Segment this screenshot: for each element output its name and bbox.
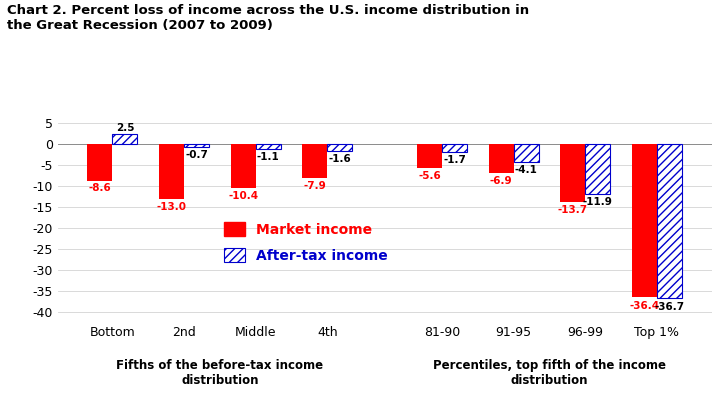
- Bar: [442, 144, 467, 152]
- Text: -36.4: -36.4: [629, 301, 659, 311]
- Text: -1.6: -1.6: [329, 154, 352, 164]
- Bar: [87, 144, 112, 180]
- Bar: [657, 144, 682, 298]
- Text: 2.5: 2.5: [116, 123, 134, 133]
- Text: Chart 2. Percent loss of income across the U.S. income distribution in
the Great: Chart 2. Percent loss of income across t…: [7, 4, 529, 32]
- Text: -5.6: -5.6: [418, 171, 441, 181]
- Bar: [417, 144, 442, 168]
- Bar: [231, 144, 256, 188]
- Bar: [159, 144, 184, 199]
- Bar: [184, 144, 209, 148]
- Bar: [327, 144, 352, 151]
- Text: Percentiles, top fifth of the income
distribution: Percentiles, top fifth of the income dis…: [433, 360, 666, 388]
- Text: -13.0: -13.0: [157, 202, 186, 212]
- Text: -7.9: -7.9: [303, 180, 326, 191]
- Bar: [513, 144, 539, 162]
- Bar: [256, 144, 280, 149]
- Text: -6.9: -6.9: [490, 176, 513, 186]
- Bar: [302, 144, 327, 178]
- Text: -8.6: -8.6: [88, 183, 111, 194]
- Bar: [112, 134, 137, 144]
- Legend: Market income, After-tax income: Market income, After-tax income: [219, 217, 393, 268]
- Text: -10.4: -10.4: [228, 191, 258, 201]
- Text: -36.7: -36.7: [654, 302, 684, 312]
- Text: -1.7: -1.7: [443, 155, 466, 164]
- Text: -13.7: -13.7: [558, 205, 588, 215]
- Text: Fifths of the before-tax income
distribution: Fifths of the before-tax income distribu…: [116, 360, 324, 388]
- Bar: [632, 144, 657, 297]
- Bar: [585, 144, 610, 194]
- Bar: [560, 144, 585, 202]
- Text: -4.1: -4.1: [515, 164, 538, 175]
- Text: -11.9: -11.9: [583, 197, 613, 207]
- Bar: [489, 144, 513, 173]
- Text: -1.1: -1.1: [257, 152, 280, 162]
- Text: -0.7: -0.7: [185, 150, 208, 160]
